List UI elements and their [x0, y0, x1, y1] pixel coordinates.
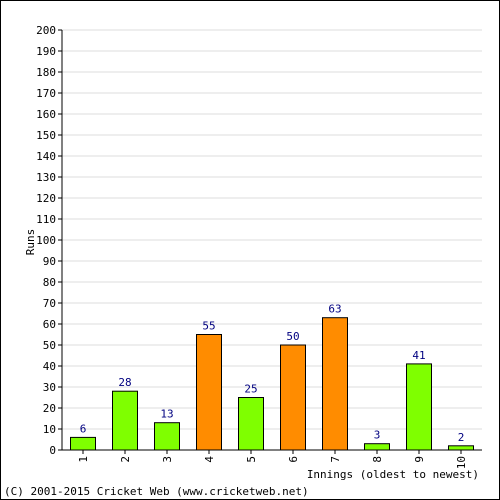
bar: [196, 334, 222, 451]
y-tick-label: 150: [36, 129, 56, 142]
y-tick-label: 190: [36, 45, 56, 58]
y-tick-label: 110: [36, 213, 56, 226]
copyright-footer: (C) 2001-2015 Cricket Web (www.cricketwe…: [4, 485, 309, 498]
bar: [280, 344, 306, 451]
y-tick-label: 140: [36, 150, 56, 163]
y-tick-label: 120: [36, 192, 56, 205]
x-tick-label: 8: [371, 456, 384, 463]
y-axis-title: Runs: [24, 229, 37, 256]
x-tick-label: 3: [161, 456, 174, 463]
x-tick-label: 6: [287, 456, 300, 463]
bars: [70, 317, 474, 451]
x-tick-label: 5: [245, 456, 258, 463]
data-label: 63: [328, 303, 341, 316]
y-tick-label: 0: [49, 444, 56, 457]
x-axis-ticks: 1 2 3 4 5 6 7 8 9 10: [77, 450, 468, 469]
y-tick-label: 20: [43, 402, 56, 415]
x-tick-label: 4: [203, 456, 216, 463]
data-labels: 6 28 13 55 25 50 63 3 41 2: [80, 303, 465, 444]
y-tick-label: 180: [36, 66, 56, 79]
y-tick-label: 50: [43, 339, 56, 352]
y-tick-label: 30: [43, 381, 56, 394]
y-tick-label: 160: [36, 108, 56, 121]
data-label: 55: [202, 320, 215, 333]
gridlines: [62, 29, 482, 430]
bar: [322, 317, 348, 451]
y-tick-label: 40: [43, 360, 56, 373]
y-tick-label: 200: [36, 24, 56, 37]
x-tick-label: 1: [77, 456, 90, 463]
y-tick-label: 90: [43, 255, 56, 268]
x-tick-label: 7: [329, 456, 342, 463]
y-tick-label: 60: [43, 318, 56, 331]
data-label: 41: [412, 349, 425, 362]
bar: [112, 390, 138, 451]
data-label: 25: [244, 383, 257, 396]
x-tick-label: 10: [455, 456, 468, 469]
y-tick-label: 100: [36, 234, 56, 247]
data-label: 6: [80, 422, 87, 435]
data-label: 3: [374, 429, 381, 442]
y-tick-label: 170: [36, 87, 56, 100]
x-tick-label: 2: [119, 456, 132, 463]
data-label: 13: [160, 408, 173, 421]
data-label: 2: [458, 431, 465, 444]
y-tick-label: 80: [43, 276, 56, 289]
data-label: 28: [118, 376, 131, 389]
y-tick-label: 10: [43, 423, 56, 436]
data-label: 50: [286, 330, 299, 343]
x-tick-label: 9: [413, 456, 426, 463]
x-axis-title: Innings (oldest to newest): [307, 468, 479, 481]
y-axis-ticks: 0 10 20 30 40 50 60 70 80 90 100 110 120 130 140 150 160…: [36, 24, 62, 457]
y-tick-label: 70: [43, 297, 56, 310]
y-tick-label: 130: [36, 171, 56, 184]
bar: [154, 422, 180, 451]
